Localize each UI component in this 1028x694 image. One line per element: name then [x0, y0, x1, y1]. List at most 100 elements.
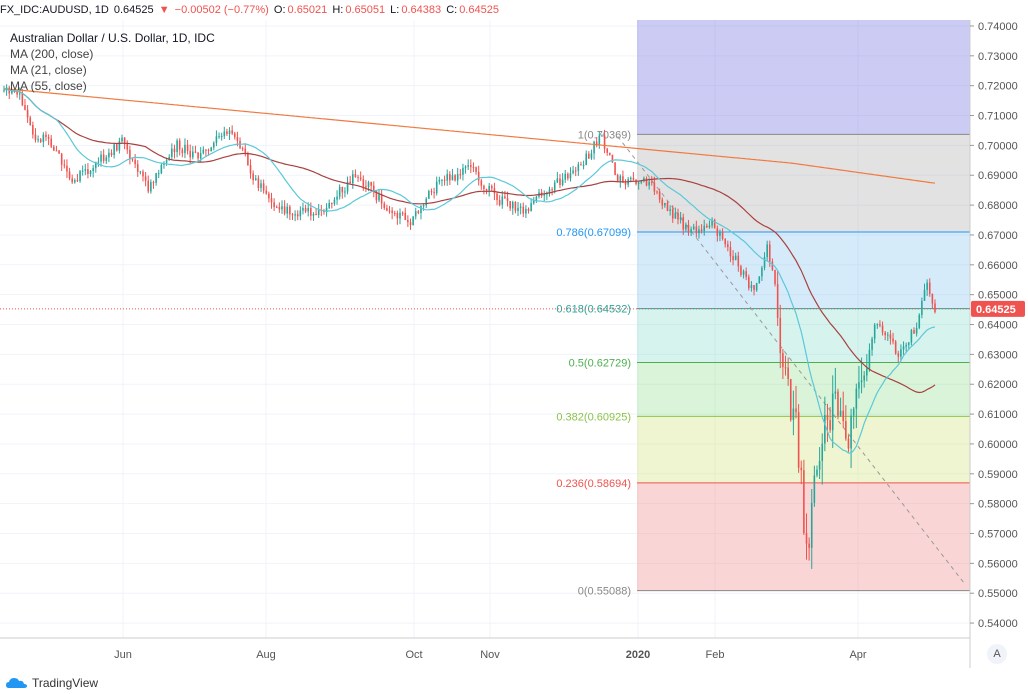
candle-body[interactable] [176, 140, 178, 153]
candle-body[interactable] [409, 222, 412, 226]
candle-body[interactable] [199, 153, 202, 159]
candle-body[interactable] [134, 159, 136, 165]
candle-body[interactable] [262, 183, 265, 191]
candle-body[interactable] [792, 408, 795, 420]
candle-body[interactable] [805, 533, 808, 544]
candle-body[interactable] [585, 153, 588, 166]
candle-body[interactable] [716, 228, 719, 236]
candle-body[interactable] [108, 152, 110, 158]
candle-body[interactable] [45, 134, 47, 137]
candle-body[interactable] [732, 256, 734, 261]
candle-body[interactable] [498, 200, 501, 205]
candle-body[interactable] [881, 325, 884, 333]
candle-body[interactable] [753, 285, 755, 291]
candle-body[interactable] [614, 162, 616, 175]
candle-body[interactable] [21, 93, 24, 106]
candle-body[interactable] [719, 232, 721, 236]
candle-body[interactable] [105, 157, 108, 161]
candle-body[interactable] [763, 257, 766, 268]
candle-body[interactable] [113, 144, 115, 156]
candle-body[interactable] [24, 105, 26, 110]
candle-body[interactable] [433, 192, 435, 194]
candle-body[interactable] [622, 176, 624, 183]
candle-body[interactable] [131, 158, 134, 160]
candle-body[interactable] [393, 212, 396, 214]
candle-body[interactable] [784, 367, 787, 369]
candle-body[interactable] [569, 173, 572, 179]
candle-body[interactable] [808, 543, 810, 548]
candle-body[interactable] [420, 205, 422, 214]
candle-body[interactable] [241, 148, 244, 150]
candle-body[interactable] [265, 190, 268, 194]
candle-body[interactable] [310, 207, 312, 216]
plot-area[interactable] [0, 20, 970, 638]
candle-body[interactable] [653, 182, 656, 192]
candle-body[interactable] [645, 178, 648, 186]
candle-body[interactable] [619, 176, 622, 182]
candle-body[interactable] [669, 209, 671, 211]
legend-ma200[interactable]: MA (200, close) [10, 47, 94, 61]
candle-body[interactable] [467, 165, 469, 167]
candle-body[interactable] [100, 154, 102, 162]
candle-body[interactable] [435, 181, 438, 194]
candle-body[interactable] [934, 303, 936, 313]
candle-body[interactable] [892, 338, 894, 342]
candle-body[interactable] [136, 164, 139, 172]
candle-body[interactable] [202, 149, 205, 154]
candle-body[interactable] [152, 182, 155, 184]
ma200-line[interactable] [3, 88, 936, 184]
candle-body[interactable] [233, 133, 236, 138]
candle-body[interactable] [695, 226, 698, 234]
candle-body[interactable] [150, 182, 152, 192]
candle-body[interactable] [561, 179, 564, 185]
candle-body[interactable] [553, 182, 556, 191]
candle-body[interactable] [228, 130, 231, 135]
candle-body[interactable] [76, 180, 79, 182]
candle-body[interactable] [679, 217, 682, 220]
candle-body[interactable] [165, 160, 168, 163]
candle-body[interactable] [171, 148, 173, 157]
ma21-line[interactable] [3, 88, 936, 454]
candle-body[interactable] [81, 170, 84, 172]
candle-body[interactable] [632, 177, 635, 180]
candle-body[interactable] [299, 210, 302, 217]
candle-body[interactable] [737, 255, 740, 267]
candle-body[interactable] [50, 138, 53, 147]
candle-body[interactable] [517, 207, 519, 211]
candle-body[interactable] [380, 194, 383, 204]
candle-body[interactable] [294, 214, 296, 216]
candle-body[interactable] [184, 144, 186, 154]
candle-body[interactable] [721, 232, 724, 239]
candle-body[interactable] [797, 412, 800, 468]
candle-body[interactable] [900, 349, 902, 357]
candle-body[interactable] [26, 109, 29, 118]
candle-body[interactable] [682, 217, 685, 230]
candle-body[interactable] [588, 153, 590, 159]
candle-body[interactable] [244, 148, 247, 154]
candle-body[interactable] [687, 224, 690, 233]
candle-body[interactable] [889, 334, 892, 339]
candle-body[interactable] [606, 148, 608, 153]
candle-body[interactable] [931, 293, 934, 304]
candle-body[interactable] [173, 148, 176, 153]
candle-body[interactable] [456, 174, 459, 181]
candle-body[interactable] [855, 388, 858, 409]
candle-body[interactable] [913, 330, 915, 334]
candle-body[interactable] [907, 342, 910, 345]
candle-body[interactable] [375, 191, 378, 201]
candle-body[interactable] [304, 208, 307, 212]
candle-body[interactable] [816, 469, 818, 476]
candle-body[interactable] [449, 174, 451, 181]
candle-body[interactable] [247, 153, 249, 166]
candle-body[interactable] [496, 193, 498, 201]
candle-body[interactable] [102, 154, 105, 161]
candle-body[interactable] [758, 276, 761, 284]
candle-body[interactable] [365, 186, 367, 188]
candle-body[interactable] [63, 164, 66, 166]
candle-body[interactable] [39, 139, 42, 142]
candle-body[interactable] [829, 420, 831, 431]
candle-body[interactable] [868, 349, 871, 369]
candle-body[interactable] [813, 475, 816, 503]
candle-body[interactable] [837, 391, 839, 416]
candle-body[interactable] [535, 196, 538, 201]
